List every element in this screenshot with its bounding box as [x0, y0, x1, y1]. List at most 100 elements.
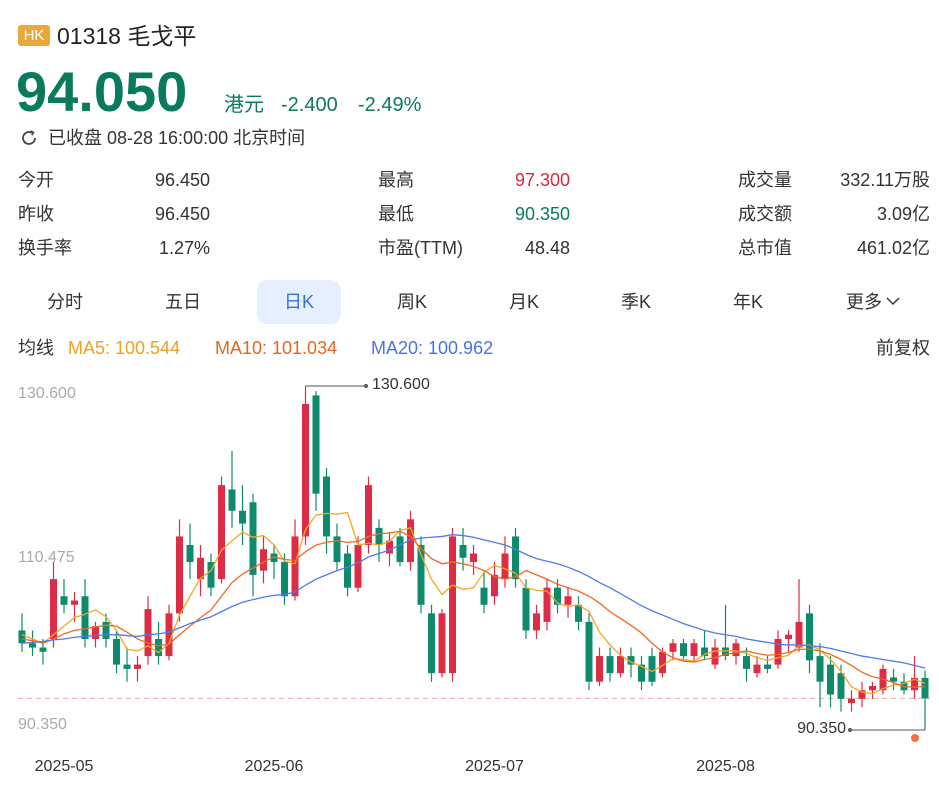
pointer-dot — [848, 728, 852, 732]
change-pct: -2.49% — [358, 94, 422, 116]
candle-body — [900, 681, 908, 691]
candle-body — [512, 536, 519, 580]
stat-label: 市盈(TTM) — [378, 238, 463, 258]
price: 94.050 — [16, 60, 188, 123]
adjust-mode[interactable]: 前复权 — [876, 338, 930, 358]
candle-body — [858, 690, 866, 699]
ma5-label: MA5: 100.544 — [68, 338, 181, 358]
candle-body — [396, 536, 404, 563]
candle-body — [543, 587, 551, 622]
candle-body — [39, 647, 47, 652]
stat-label: 最高 — [378, 170, 414, 190]
candle-body — [144, 609, 152, 657]
market-badge: HK — [18, 25, 50, 46]
candle-body — [333, 536, 341, 563]
stat-label: 最低 — [378, 204, 414, 224]
candle-body — [596, 656, 603, 682]
candle-body — [113, 638, 120, 665]
candle-body — [470, 553, 477, 563]
tab[interactable]: 年K — [732, 292, 763, 312]
candle-body — [491, 574, 498, 597]
stat-label: 总市值 — [738, 238, 792, 258]
candle-body — [123, 664, 131, 669]
stat-value: 96.450 — [154, 204, 210, 224]
candle-body — [312, 395, 320, 494]
candle-body — [617, 656, 624, 674]
candle-body — [690, 643, 698, 657]
candle-body — [606, 656, 614, 674]
candle-body — [71, 600, 78, 605]
candle-body — [270, 553, 278, 563]
candle-body — [218, 485, 225, 580]
ma-line — [21, 534, 926, 669]
candle-body — [669, 643, 677, 652]
ma-line — [21, 530, 925, 688]
tab[interactable]: 分时 — [47, 292, 83, 312]
candle-body — [575, 604, 582, 622]
y-tick-label: 130.600 — [18, 385, 76, 402]
candle-body — [102, 621, 110, 639]
candle-body — [249, 502, 257, 575]
candle-body — [386, 540, 393, 554]
candle-body — [375, 527, 383, 545]
candle-body — [827, 664, 834, 695]
stat-value: 1.27% — [158, 238, 210, 258]
stat-label: 今开 — [18, 170, 54, 190]
candle-body — [302, 403, 309, 537]
stat-label: 成交量 — [738, 170, 792, 190]
stat-value: 332.11万股 — [840, 170, 930, 190]
candle-body — [281, 562, 288, 597]
candle-body — [680, 643, 687, 657]
candle-body — [564, 596, 572, 605]
candle-body — [554, 587, 561, 605]
y-tick-label: 90.350 — [18, 716, 67, 733]
candle-body — [197, 557, 204, 580]
candle-body — [869, 685, 876, 691]
candle-body — [848, 698, 855, 704]
candle-body — [806, 613, 813, 661]
tab[interactable]: 周K — [396, 292, 427, 312]
pointer-dot — [364, 384, 368, 388]
candle-body — [522, 587, 530, 631]
stat-value: 90.350 — [514, 204, 570, 224]
candle-body — [407, 519, 414, 563]
candle-body — [438, 613, 446, 674]
tab[interactable]: 月K — [508, 292, 539, 312]
ma10-label: MA10: 101.034 — [215, 338, 338, 358]
stat-label: 昨收 — [18, 204, 54, 224]
candle-body — [323, 476, 330, 537]
candle-body — [354, 544, 362, 588]
candle-body — [659, 651, 666, 674]
candle-body — [837, 673, 845, 699]
candle-body — [459, 544, 467, 558]
status-icon — [22, 130, 36, 145]
tab[interactable]: 更多 — [846, 292, 882, 312]
candle-body — [291, 536, 299, 597]
candle-body — [638, 664, 645, 682]
high-label: 130.600 — [372, 376, 430, 393]
ma20-label: MA20: 100.962 — [371, 338, 494, 358]
candle-body — [816, 656, 824, 682]
stat-label: 换手率 — [18, 238, 72, 258]
candle-body — [207, 562, 215, 588]
candle-body — [795, 621, 803, 648]
stock-name: 01318 毛戈平 — [57, 23, 197, 49]
stat-value: 97.300 — [514, 170, 570, 190]
candle-body — [165, 613, 173, 657]
tab[interactable]: 季K — [620, 292, 651, 312]
candle-body — [911, 677, 918, 691]
candle-body — [501, 553, 509, 580]
candle-body — [533, 613, 540, 631]
candle-body — [92, 626, 99, 639]
candle-body — [18, 630, 26, 644]
tab-active[interactable]: 日K — [257, 280, 341, 324]
market-status: 已收盘 08-28 16:00:00 北京时间 — [48, 128, 306, 148]
x-tick-label: 2025-08 — [696, 758, 755, 775]
tab[interactable]: 五日 — [165, 292, 201, 312]
candle-body — [732, 643, 740, 657]
candle-body — [774, 638, 782, 665]
candle-body — [260, 549, 267, 571]
currency: 港元 — [224, 94, 264, 116]
chevron — [886, 297, 900, 306]
live-dot — [911, 734, 919, 742]
